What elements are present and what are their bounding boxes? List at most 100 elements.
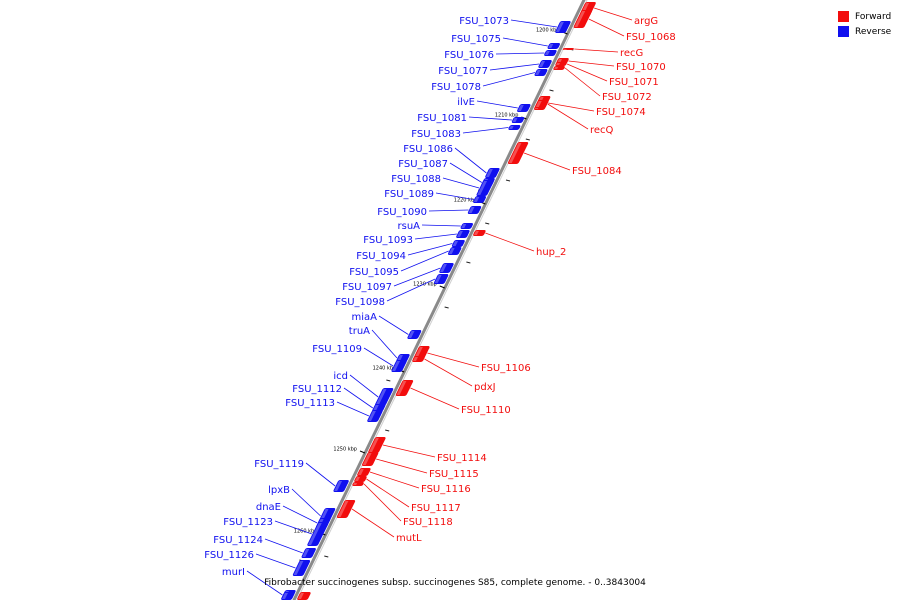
gene-fsu-1124-feature-highlight [302, 549, 310, 557]
gene-fsu-1078-feature-shape [534, 69, 548, 76]
gene-fsu-1078-feature[interactable] [534, 69, 548, 76]
gene-hup-2-label: hup_2 [536, 247, 566, 258]
gene-fsu-1068-feature-highlight [574, 11, 586, 27]
gene-fsu-1123-feature[interactable] [307, 522, 330, 546]
gene-fsu-1098-feature[interactable] [433, 274, 449, 284]
gene-mutl-label: mutL [396, 533, 422, 544]
track-dash [485, 222, 490, 225]
gene-fsu-1117-feature[interactable] [354, 476, 368, 482]
gene-fsu-1123-label: FSU_1123 [223, 517, 273, 528]
gene-dnae-leader [282, 505, 318, 524]
gene-fsu-1084-leader [523, 152, 571, 171]
gene-fsu-1118-label: FSU_1118 [403, 517, 453, 528]
edge-feature-reverse[interactable] [281, 592, 296, 600]
gene-fsu-1073-leader [510, 19, 558, 28]
gene-fsu-1072-feature[interactable] [553, 66, 566, 70]
gene-fsu-1068-label: FSU_1068 [626, 32, 676, 43]
gene-fsu-1110-leader [410, 387, 460, 410]
gene-mutl-feature-shape [336, 500, 356, 518]
gene-fsu-1086-feature[interactable] [484, 168, 500, 178]
gene-fsu-1126-feature[interactable] [292, 560, 311, 576]
gene-fsu-1070-feature-highlight [557, 59, 562, 63]
gene-fsu-1084-feature[interactable] [507, 142, 529, 164]
gene-fsu-1083-feature[interactable] [508, 125, 521, 130]
gene-miaa-feature[interactable] [407, 330, 422, 339]
gene-fsu-1088-label: FSU_1088 [391, 174, 441, 185]
gene-fsu-1083-label: FSU_1083 [411, 129, 461, 140]
gene-fsu-1084-label: FSU_1084 [572, 166, 622, 177]
gene-hup-2-feature-shape [473, 230, 486, 236]
gene-recq-feature[interactable] [534, 100, 549, 108]
gene-fsu-1116-feature[interactable] [356, 468, 371, 476]
gene-mutl-feature[interactable] [336, 500, 356, 518]
gene-fsu-1078-leader [482, 72, 536, 87]
gene-fsu-1109-label: FSU_1109 [312, 344, 362, 355]
gene-hup-2-feature[interactable] [472, 230, 486, 236]
gene-fsu-1110-label: FSU_1110 [461, 405, 511, 416]
gene-fsu-1116-feature-highlight [357, 469, 364, 475]
gene-fsu-1089-feature[interactable] [472, 196, 487, 203]
scale-tick [439, 285, 445, 289]
gene-fsu-1077-label: FSU_1077 [438, 66, 488, 77]
gene-fsu-1077-feature[interactable] [538, 60, 553, 68]
gene-fsu-1126-feature-shape [292, 560, 311, 576]
gene-recg-leader [574, 48, 619, 53]
gene-recg-feature[interactable] [562, 48, 574, 50]
gene-fsu-1118-feature[interactable] [352, 482, 365, 486]
gene-fsu-1074-leader [548, 102, 595, 112]
gene-trua-label: truA [349, 326, 370, 337]
gene-fsu-1073-feature[interactable] [555, 21, 572, 33]
gene-fsu-1072-feature-shape [553, 66, 565, 70]
gene-fsu-1086-feature-shape [485, 168, 500, 178]
gene-fsu-1095-feature[interactable] [447, 247, 462, 255]
scale-tick-label: 1200 kbp [536, 28, 560, 34]
gene-fsu-1097-feature[interactable] [439, 263, 455, 273]
gene-fsu-1109-feature[interactable] [391, 360, 408, 372]
gene-mutl-feature-highlight [337, 501, 349, 517]
gene-fsu-1115-leader [376, 458, 428, 474]
gene-fsu-1094-leader [407, 243, 453, 256]
gene-fsu-1114-feature[interactable] [368, 437, 387, 453]
gene-fsu-1075-feature-highlight [548, 44, 554, 48]
gene-fsu-1088-feature[interactable] [476, 180, 495, 196]
gene-fsu-1077-feature-highlight [539, 61, 546, 67]
gene-fsu-1081-label: FSU_1081 [417, 113, 467, 124]
gene-fsu-1094-feature[interactable] [451, 240, 465, 247]
gene-fsu-1076-feature[interactable] [543, 50, 557, 56]
gene-fsu-1071-leader [566, 63, 608, 82]
gene-fsu-1071-feature[interactable] [555, 62, 568, 66]
gene-fsu-1090-feature[interactable] [467, 206, 482, 214]
gene-icd-feature[interactable] [374, 388, 394, 406]
gene-fsu-1114-feature-shape [368, 437, 386, 453]
edge-feature-forward[interactable] [297, 592, 312, 600]
gene-fsu-1088-feature-shape [476, 180, 494, 196]
gene-fsu-1075-feature[interactable] [547, 43, 561, 49]
gene-ilve-feature[interactable] [516, 104, 531, 112]
gene-fsu-1068-feature[interactable] [573, 10, 593, 28]
scale-tick-label: 1250 kbp [333, 447, 357, 453]
gene-fsu-1119-feature[interactable] [333, 480, 350, 492]
forward-swatch [838, 11, 849, 22]
gene-pdxj-feature[interactable] [412, 356, 426, 362]
gene-fsu-1089-feature-shape [473, 196, 487, 203]
edge-feature-reverse-shape [281, 592, 295, 600]
gene-fsu-1093-feature[interactable] [455, 230, 470, 238]
gene-fsu-1081-feature[interactable] [511, 117, 525, 123]
reverse-swatch [838, 26, 849, 37]
gene-fsu-1094-label: FSU_1094 [356, 251, 406, 262]
gene-fsu-1124-leader [264, 538, 303, 554]
gene-rsua-feature[interactable] [460, 223, 474, 229]
gene-fsu-1113-feature-shape [367, 410, 383, 422]
gene-fsu-1124-feature[interactable] [301, 548, 317, 558]
track-dash [444, 306, 449, 309]
gene-fsu-1084-feature-shape [507, 142, 529, 164]
gene-fsu-1115-feature[interactable] [361, 452, 379, 466]
gene-fsu-1123-feature-shape [307, 522, 329, 546]
gene-lpxb-leader [291, 488, 321, 517]
gene-fsu-1110-feature[interactable] [395, 380, 414, 396]
gene-fsu-1113-feature[interactable] [367, 410, 384, 422]
gene-fsu-1097-feature-highlight [440, 264, 447, 272]
gene-fsu-1118-feature-shape [352, 482, 364, 486]
gene-miaa-feature-shape [407, 330, 422, 339]
